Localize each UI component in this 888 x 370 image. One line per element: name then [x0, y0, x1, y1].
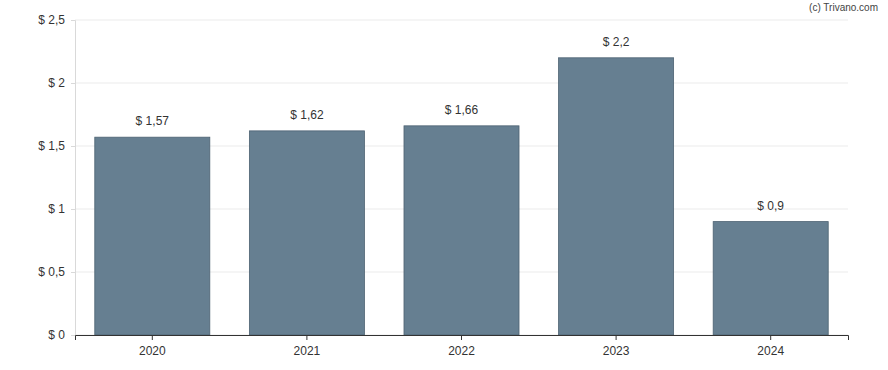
x-tick: 2020: [139, 335, 166, 358]
y-tick-mark: [71, 20, 75, 21]
data-label: $ 0,9: [757, 199, 784, 213]
x-tick-label: 2023: [603, 344, 630, 358]
y-tick-label: $ 1,5: [38, 139, 65, 153]
y-axis-line: [71, 21, 76, 336]
bar: [713, 222, 828, 335]
chart: $ 0 $ 0,5 $ 1 $ 1,5 $ 2 $ 2,5 2020 2021 2022 2023…: [0, 0, 888, 370]
y-tick: $ 1: [48, 202, 75, 216]
bar: [95, 137, 210, 335]
data-label: $ 1,57: [136, 114, 170, 128]
data-label: $ 1,66: [445, 103, 479, 117]
x-axis: 2020 2021 2022 2023 2024: [76, 335, 849, 358]
y-tick-mark: [71, 83, 75, 84]
y-tick-label: $ 2: [48, 76, 65, 90]
x-tick: 2024: [757, 335, 784, 358]
y-tick-label: $ 1: [48, 202, 65, 216]
y-tick: $ 1,5: [38, 139, 75, 153]
bar: [559, 58, 674, 335]
grid: [75, 20, 848, 335]
y-tick: $ 2: [48, 76, 75, 90]
data-labels: $ 1,57 $ 1,62 $ 1,66 $ 2,2 $ 0,9: [136, 35, 785, 213]
bar: [249, 131, 364, 335]
y-tick-mark: [71, 209, 75, 210]
x-tick-label: 2024: [757, 344, 784, 358]
y-tick: $ 2,5: [38, 13, 75, 27]
bar: [404, 126, 519, 335]
y-axis: $ 0 $ 0,5 $ 1 $ 1,5 $ 2 $ 2,5: [38, 13, 75, 342]
plot-area: $ 0 $ 0,5 $ 1 $ 1,5 $ 2 $ 2,5 2020 2021 2022 2023…: [38, 13, 848, 357]
x-tick-label: 2022: [448, 344, 475, 358]
x-tick: 2021: [294, 335, 321, 358]
y-tick: $ 0: [48, 328, 75, 342]
x-tick-mark: [616, 335, 617, 340]
annotation: (c) Trivano.com: [809, 2, 878, 13]
bars: [95, 58, 828, 335]
grid-line: [75, 20, 848, 21]
y-tick-mark: [71, 335, 75, 336]
x-tick-mark: [152, 335, 153, 340]
y-tick-label: $ 0: [48, 328, 65, 342]
x-tick-label: 2021: [294, 344, 321, 358]
x-tick: 2023: [603, 335, 630, 358]
y-tick-label: $ 0,5: [38, 265, 65, 279]
data-label: $ 2,2: [603, 35, 630, 49]
x-tick-mark: [770, 335, 771, 340]
x-tick: 2022: [448, 335, 475, 358]
x-axis-line: [76, 336, 849, 341]
data-label: $ 1,62: [290, 108, 324, 122]
grid-line: [75, 83, 848, 84]
x-tick-label: 2020: [139, 344, 166, 358]
y-tick-mark: [71, 146, 75, 147]
x-tick-mark: [306, 335, 307, 340]
y-tick-label: $ 2,5: [38, 13, 65, 27]
y-tick: $ 0,5: [38, 265, 75, 279]
x-tick-mark: [461, 335, 462, 340]
y-tick-mark: [71, 272, 75, 273]
